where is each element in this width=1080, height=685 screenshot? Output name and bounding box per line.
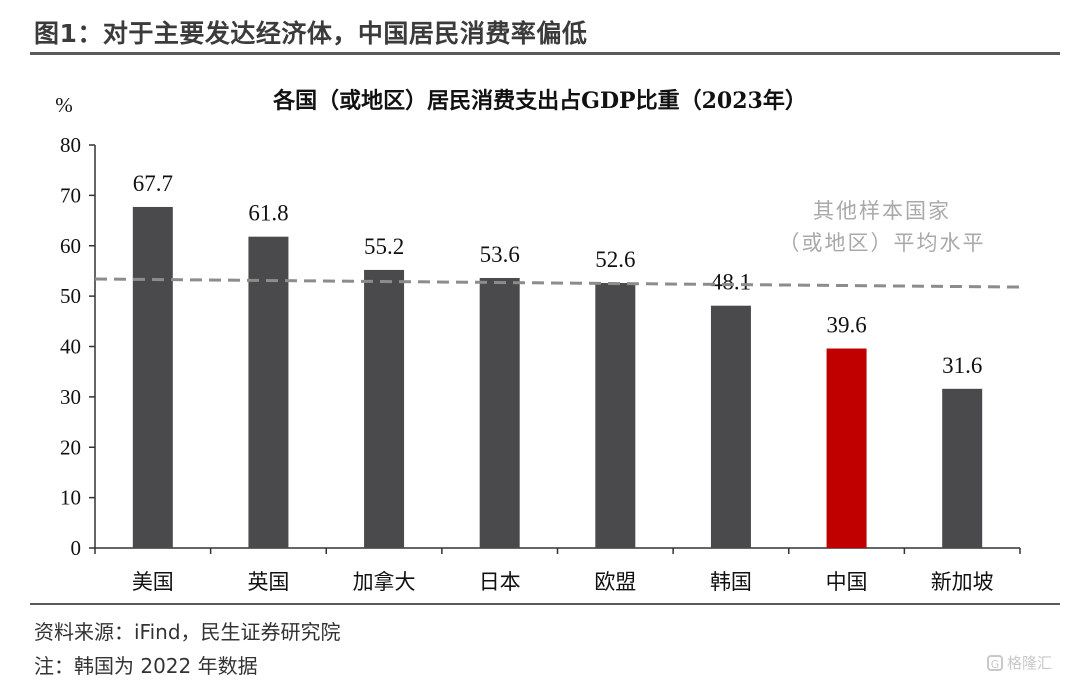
y-tick-label: 30 [60, 385, 81, 409]
bar [248, 236, 289, 548]
category-label: 中国 [826, 570, 868, 594]
y-tick-label: 40 [60, 335, 81, 359]
data-label: 61.8 [248, 201, 288, 226]
data-label: 52.6 [595, 247, 635, 272]
bars-group: 67.7 美国 61.8 英国 55.2 加拿大 53.6 日本 52.6 欧盟 48.1 韩国 39.… [132, 171, 994, 594]
watermark-logo-icon: G [986, 654, 1003, 671]
data-label: 53.6 [480, 242, 520, 267]
category-label: 韩国 [710, 570, 752, 594]
average-line [94, 277, 1021, 289]
data-note: 注：韩国为 2022 年数据 [34, 654, 258, 678]
y-tick-label: 80 [60, 133, 81, 157]
category-label: 欧盟 [594, 570, 636, 594]
data-label: 55.2 [364, 234, 404, 259]
bar [826, 348, 867, 548]
bar [132, 206, 173, 548]
y-axis-unit: % [55, 93, 73, 117]
y-tick-label: 50 [60, 284, 81, 308]
category-label: 日本 [479, 570, 521, 594]
category-label: 美国 [132, 570, 174, 594]
bar [710, 305, 751, 548]
figure-title: 图1：对于主要发达经济体，中国居民消费率偏低 [34, 19, 588, 48]
category-label: 加拿大 [353, 570, 416, 594]
average-annotation-line1: 其他样本国家 [813, 199, 951, 223]
source-note: 资料来源：iFind，民生证券研究院 [34, 620, 341, 644]
bar-chart: 各国（或地区）居民消费支出占GDP比重（2023年） % 0 10 20 30 40 50… [55, 88, 1021, 594]
axes: 0 10 20 30 40 50 60 70 80 [60, 133, 1021, 560]
bar [364, 269, 405, 548]
y-tick-label: 10 [60, 486, 81, 510]
bottom-rule [30, 603, 1060, 605]
average-annotation-line2: （或地区）平均水平 [779, 231, 986, 255]
chart-title: 各国（或地区）居民消费支出占GDP比重（2023年） [272, 88, 807, 114]
category-label: 英国 [247, 570, 289, 594]
average-line-group [94, 277, 1021, 289]
y-tick-label: 0 [71, 536, 82, 560]
top-rule [30, 52, 1060, 55]
y-tick-label: 20 [60, 435, 81, 459]
bar [942, 388, 983, 548]
bar [479, 277, 520, 548]
watermark-text: 格隆汇 [1006, 654, 1052, 672]
watermark: G 格隆汇 [986, 652, 1052, 673]
bar [595, 283, 636, 548]
data-label: 39.6 [826, 313, 866, 338]
y-tick-label: 70 [60, 183, 81, 207]
y-tick-label: 60 [60, 234, 81, 258]
data-label: 48.1 [711, 270, 751, 295]
data-label: 31.6 [942, 353, 982, 378]
data-label: 67.7 [133, 171, 173, 196]
category-label: 新加坡 [931, 570, 994, 594]
